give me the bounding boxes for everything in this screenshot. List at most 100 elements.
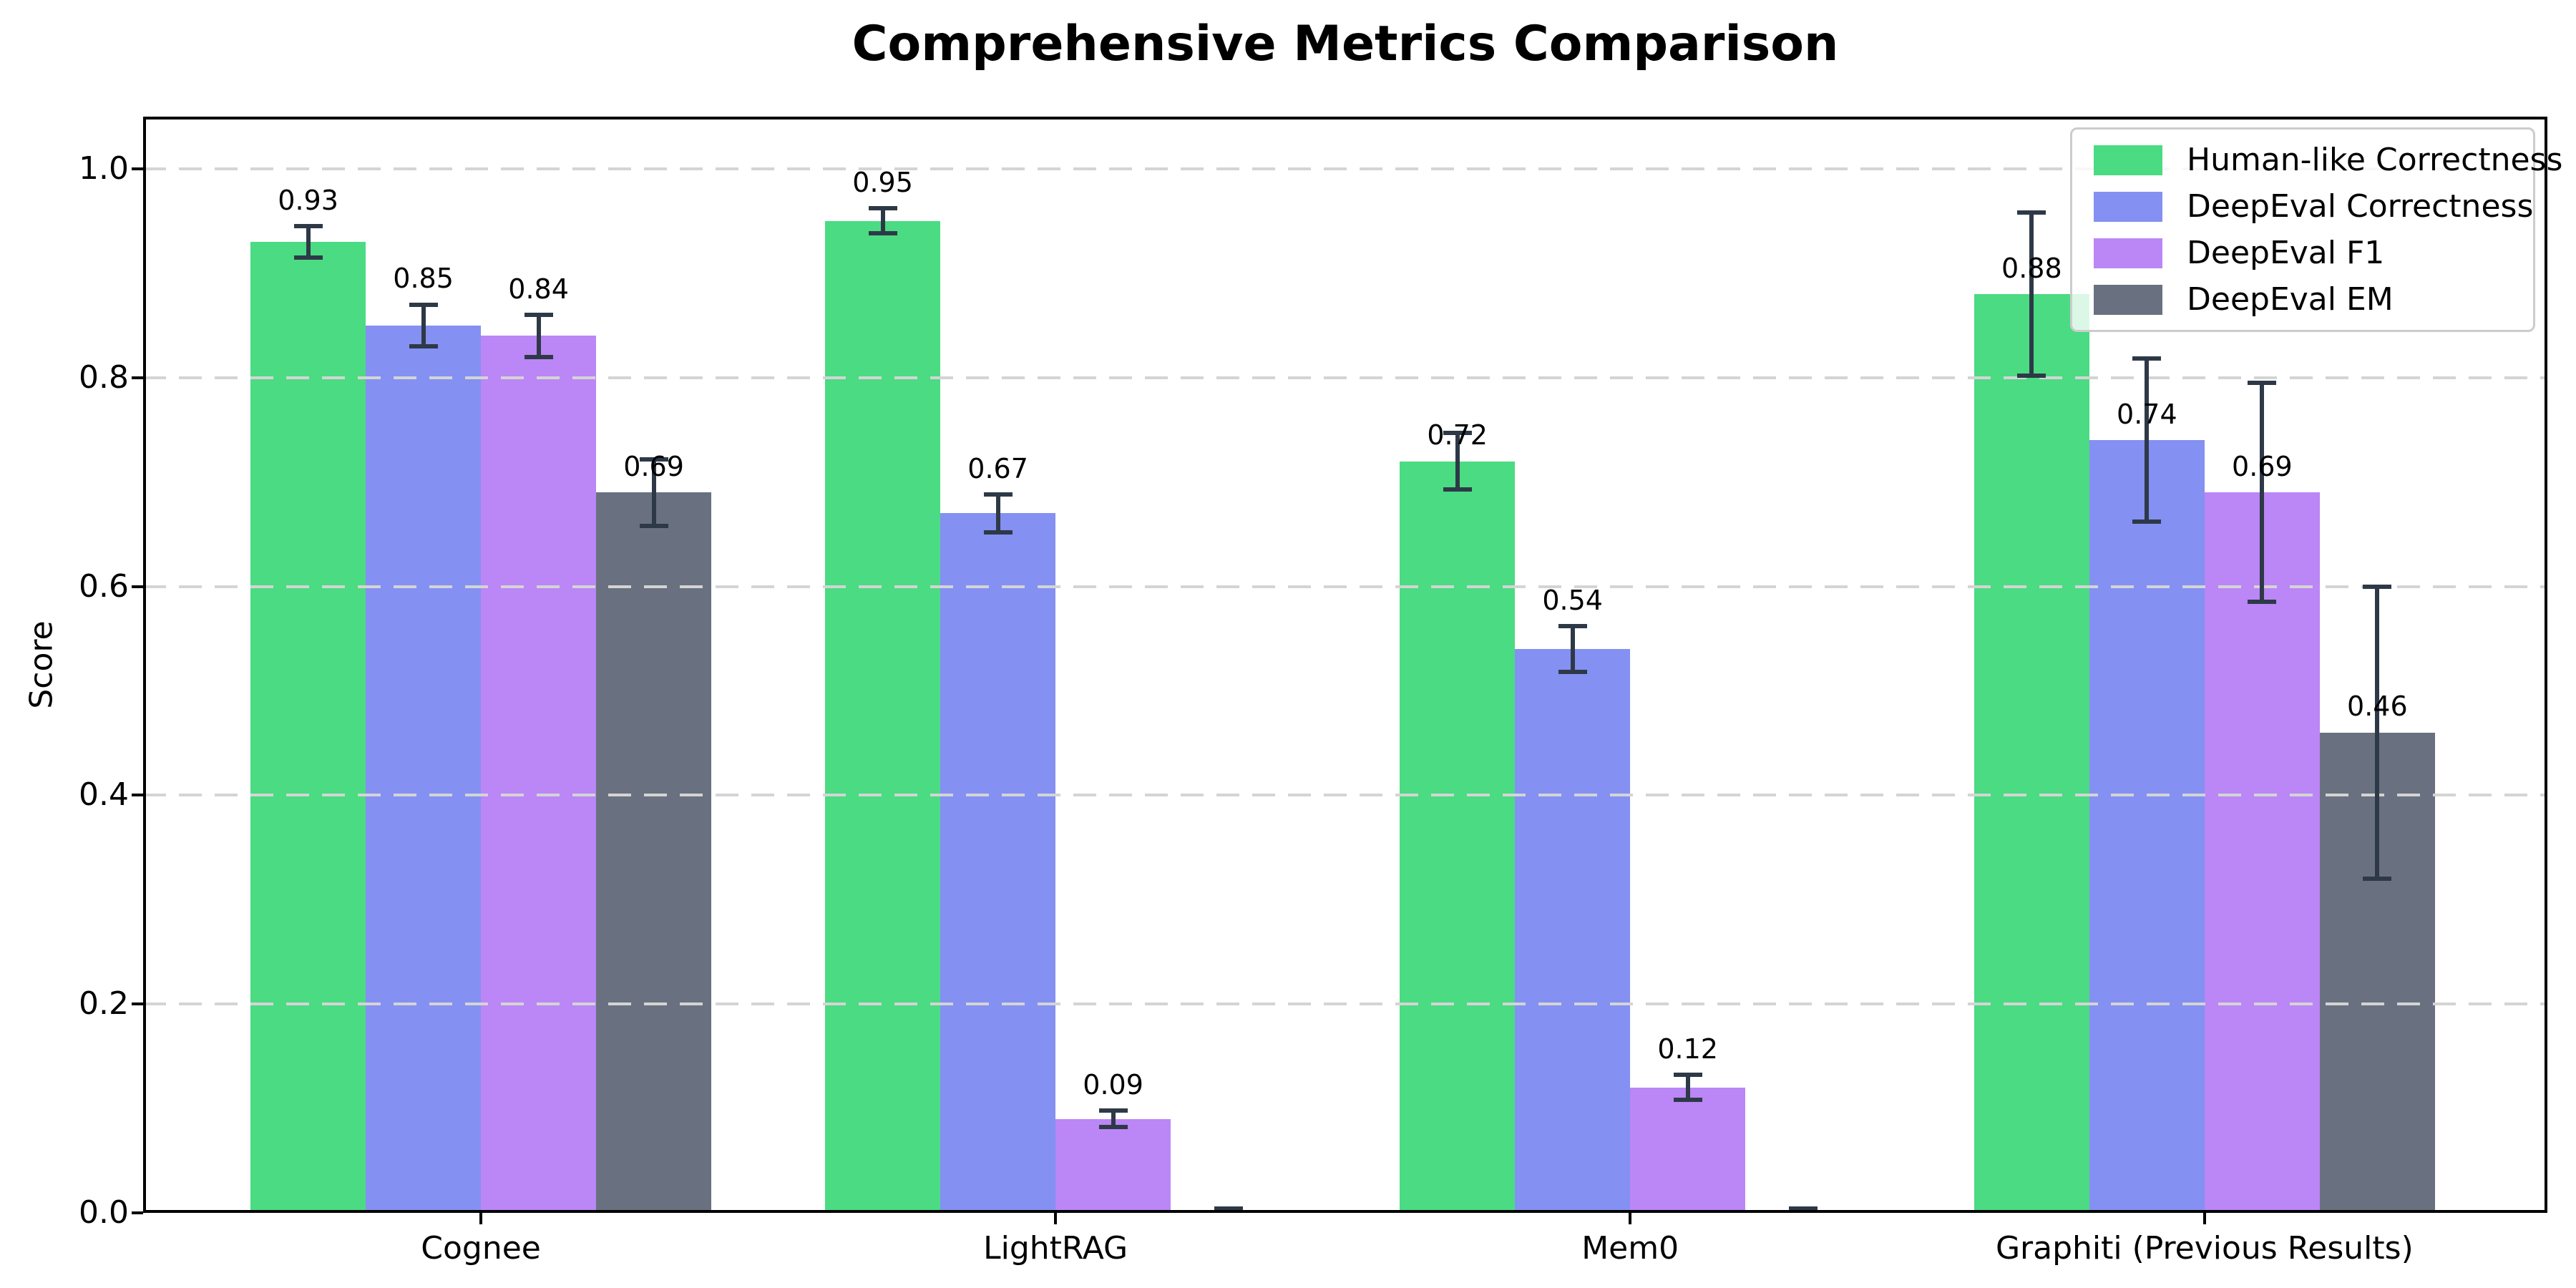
legend-label: Human-like Correctness [2187, 141, 2563, 178]
error-bar-cap-bottom [868, 231, 897, 236]
x-tick-label-1: LightRAG [983, 1230, 1128, 1267]
x-tick-label-3: Graphiti (Previous Results) [1995, 1230, 2414, 1267]
error-bar-line [1455, 433, 1460, 489]
error-bar-cap-bottom [2132, 519, 2162, 525]
error-bar-cap-bottom [1443, 487, 1472, 492]
bar-human-like-correctness-1 [825, 220, 941, 1213]
bar-value-label: 0.54 [1542, 584, 1603, 616]
error-bar-cap-top [868, 206, 897, 211]
bar-deepeval-correctness-3 [2089, 440, 2205, 1213]
y-tick-mark [132, 1002, 143, 1006]
bar-value-label: 0.93 [278, 184, 338, 216]
error-bar-line [880, 208, 885, 234]
error-bar-cap-top [983, 492, 1013, 497]
error-bar-cap-top [524, 313, 553, 318]
y-tick-label: 0.6 [79, 567, 129, 605]
legend-label: DeepEval EM [2187, 280, 2394, 318]
error-bar-cap-bottom [2017, 373, 2046, 378]
bar-value-label: 0.12 [1657, 1033, 1718, 1065]
bar-value-label: 0.46 [2347, 691, 2408, 723]
error-bar-line [2260, 383, 2265, 602]
bar-value-label: 0.09 [1083, 1068, 1143, 1101]
error-bar-cap-top [1558, 624, 1587, 628]
bar-deepeval-correctness-2 [1515, 649, 1631, 1213]
bar-value-label: 0.69 [2232, 450, 2293, 482]
gridline [143, 794, 2547, 797]
y-tick-label: 1.0 [79, 150, 129, 187]
error-bar-cap-top [1443, 431, 1472, 436]
error-bar-cap-bottom [2363, 877, 2392, 882]
error-bar-line [306, 226, 311, 258]
gridline [143, 585, 2547, 588]
bar-human-like-correctness-2 [1400, 461, 1516, 1213]
x-tick-mark [1054, 1213, 1058, 1224]
x-tick-label-2: Mem0 [1581, 1230, 1679, 1267]
error-bar-cap-top [2132, 356, 2162, 361]
error-bar-cap-bottom [2248, 600, 2277, 605]
bar-value-label: 0.85 [393, 263, 454, 295]
y-tick-label: 0.8 [79, 358, 129, 396]
y-tick-mark [132, 1211, 143, 1214]
bar-value-label: 0.88 [2001, 252, 2062, 284]
bar-deepeval-f1-1 [1055, 1118, 1171, 1213]
error-bar-cap-bottom [524, 354, 553, 359]
error-bar-cap-bottom [293, 255, 323, 260]
bar-value-label: 0.95 [852, 166, 913, 198]
error-bar-line [2145, 358, 2150, 522]
y-tick-label: 0.4 [79, 776, 129, 814]
error-bar-cap-bottom [1558, 670, 1587, 675]
error-bar-cap-top [1098, 1108, 1128, 1113]
error-bar-cap-top [2363, 584, 2392, 589]
bar-deepeval-correctness-1 [940, 513, 1056, 1213]
gridline [143, 167, 2547, 170]
chart-title: Comprehensive Metrics Comparison [852, 16, 1839, 72]
x-tick-label-0: Cognee [421, 1230, 541, 1267]
error-bar-line [1570, 626, 1575, 673]
error-bar-cap-top [2248, 381, 2277, 386]
error-bar-cap-top [1214, 1206, 1243, 1211]
legend-swatch [2094, 145, 2162, 175]
error-bar-line [995, 494, 1000, 532]
y-tick-mark [132, 585, 143, 588]
error-bar-cap-top [1673, 1073, 1702, 1078]
legend-swatch [2094, 191, 2162, 222]
legend-row: DeepEval F1 [2072, 234, 2533, 271]
error-bar-cap-bottom [1098, 1125, 1128, 1130]
bar-value-label: 0.74 [2117, 398, 2177, 430]
bar-deepeval-f1-0 [481, 336, 597, 1213]
bar-human-like-correctness-0 [250, 242, 366, 1213]
error-bar-line [1111, 1111, 1116, 1128]
error-bar-cap-bottom [409, 343, 438, 348]
error-bar-line [421, 304, 426, 346]
error-bar-cap-bottom [639, 523, 668, 528]
bar-deepeval-correctness-0 [366, 325, 482, 1213]
legend-label: DeepEval Correctness [2187, 187, 2534, 225]
error-bar-line [536, 315, 541, 357]
y-tick-mark [132, 167, 143, 170]
bar-value-label: 0.72 [1427, 419, 1488, 451]
bar-deepeval-f1-2 [1630, 1087, 1746, 1213]
legend-swatch [2094, 238, 2162, 268]
legend-row: DeepEval Correctness [2072, 187, 2534, 225]
y-tick-mark [132, 794, 143, 797]
x-tick-mark [2202, 1213, 2206, 1224]
legend-swatch [2094, 284, 2162, 315]
y-axis-title: Score [23, 620, 60, 709]
y-tick-label: 0.0 [79, 1194, 129, 1231]
legend-row: Human-like Correctness [2072, 144, 2562, 176]
legend-label: DeepEval F1 [2187, 234, 2385, 271]
error-bar-cap-top [639, 457, 668, 462]
error-bar-line [2029, 213, 2034, 376]
gridline [143, 376, 2547, 379]
y-tick-mark [132, 376, 143, 379]
legend-row: DeepEval EM [2072, 280, 2533, 318]
error-bar-line [2375, 586, 2380, 879]
bar-value-label: 0.69 [623, 450, 684, 482]
error-bar-cap-top [1788, 1206, 1818, 1211]
bar-value-label: 0.67 [967, 452, 1028, 484]
error-bar-cap-top [2017, 210, 2046, 215]
bar-value-label: 0.84 [508, 273, 569, 305]
y-tick-label: 0.2 [79, 985, 129, 1023]
error-bar-cap-top [293, 224, 323, 229]
